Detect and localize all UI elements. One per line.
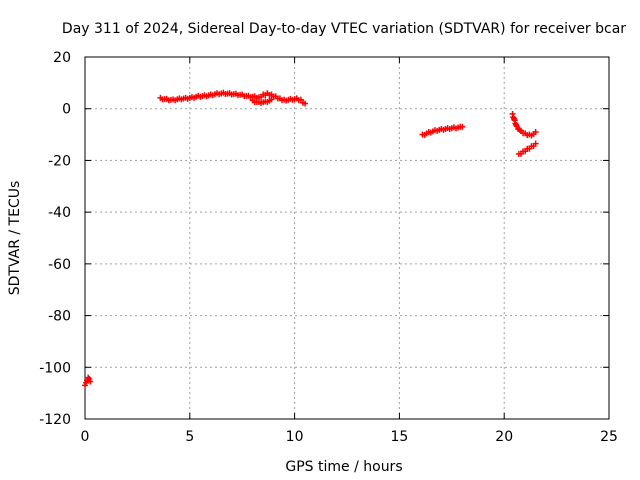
plot-area-border [84, 56, 610, 420]
y-axis-title: SDTVAR / TECUs [7, 181, 23, 296]
y-tick-label: 0 [62, 102, 71, 118]
x-tick-label: 15 [390, 429, 408, 445]
axis-ticks [84, 56, 610, 420]
y-tick-label: -80 [48, 309, 71, 325]
data-point-marker [297, 96, 304, 103]
data-point-marker [532, 128, 539, 135]
data-point-marker [459, 123, 466, 130]
y-tick-label: -20 [48, 153, 71, 169]
y-tick-label: -120 [39, 412, 71, 428]
y-tick-label: 20 [53, 50, 71, 66]
data-point-marker [87, 378, 94, 385]
x-tick-label: 10 [286, 429, 304, 445]
y-tick-labels: -120 -100 -80 -60 -40 -20 0 20 [39, 50, 71, 428]
data-point-marker [302, 100, 309, 107]
chart-title: Day 311 of 2024, Sidereal Day-to-day VTE… [62, 21, 626, 37]
x-tick-label: 20 [495, 429, 513, 445]
grid-lines [85, 57, 609, 419]
x-tick-label: 0 [81, 429, 90, 445]
data-points [82, 89, 539, 389]
x-tick-label: 25 [600, 429, 618, 445]
data-point-marker [268, 96, 275, 103]
y-tick-label: -100 [39, 360, 71, 376]
x-axis-title: GPS time / hours [285, 459, 402, 475]
x-tick-labels: 0 5 10 15 20 25 [81, 429, 618, 445]
y-tick-label: -40 [48, 205, 71, 221]
x-tick-label: 5 [185, 429, 194, 445]
y-tick-label: -60 [48, 257, 71, 273]
data-point-marker [532, 140, 539, 147]
